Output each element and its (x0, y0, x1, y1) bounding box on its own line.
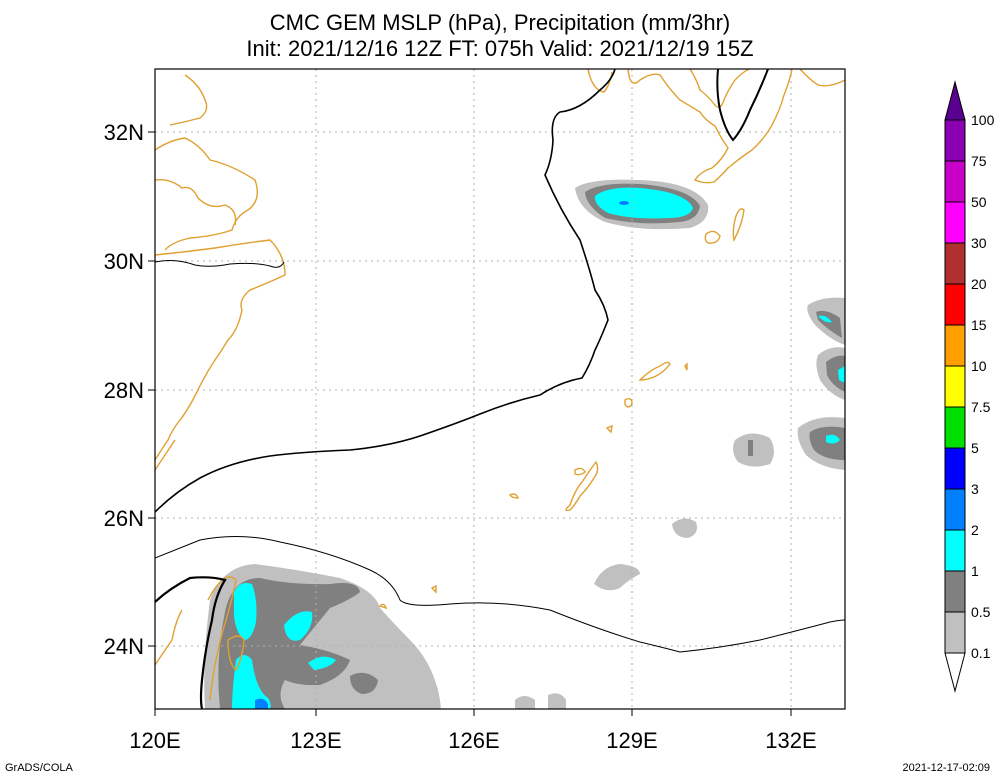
colorbar-swatch (944, 324, 966, 367)
colorbar-label: 5 (971, 440, 979, 456)
colorbar-label: 15 (971, 317, 987, 333)
colorbar-swatch (944, 201, 966, 244)
map-subtitle: Init: 2021/12/16 12Z FT: 075h Valid: 202… (246, 36, 754, 61)
colorbar-swatch (944, 119, 966, 162)
x-tick-label: 123E (290, 728, 341, 753)
colorbar-swatch (944, 365, 966, 408)
colorbar-label: 1 (971, 563, 979, 579)
colorbar-label: 50 (971, 194, 987, 210)
colorbar-swatch (944, 160, 966, 203)
colorbar-label: 10 (971, 358, 987, 374)
colorbar-label: 75 (971, 153, 987, 169)
colorbar-label: 3 (971, 481, 979, 497)
footer-timestamp: 2021-12-17-02:09 (902, 762, 990, 774)
colorbar-label: 2 (971, 522, 979, 538)
precip-cell (594, 564, 640, 591)
x-tick-label: 126E (448, 728, 499, 753)
y-tick-label: 28N (104, 378, 144, 403)
y-tick-label: 30N (104, 249, 144, 274)
isobars (155, 69, 845, 709)
colorbar-swatch (944, 611, 966, 654)
colorbar-swatch (944, 406, 966, 449)
x-tick-label: 120E (129, 728, 180, 753)
y-tick-label: 24N (104, 634, 144, 659)
colorbar-swatch (944, 447, 966, 490)
colorbar-swatch (944, 570, 966, 613)
colorbar-label: 0.5 (971, 604, 991, 620)
colorbar-label: 100 (971, 112, 995, 128)
y-tick-label: 32N (104, 120, 144, 145)
colorbar-legend: 100 75 50 30 20 15 10 7.5 5 3 2 1 0.5 0.1 (944, 80, 995, 693)
colorbar-swatch (944, 242, 966, 285)
lat-lon-grid (155, 69, 845, 709)
precip-cell (733, 433, 774, 467)
map-title: CMC GEM MSLP (hPa), Precipitation (mm/3h… (269, 10, 731, 35)
precipitation-field (204, 179, 845, 709)
colorbar-label: 7.5 (971, 399, 991, 415)
plot-frame (154, 68, 846, 710)
colorbar-cap-top (944, 80, 966, 121)
colorbar-swatch (944, 283, 966, 326)
x-tick-label: 129E (606, 728, 657, 753)
y-tick-label: 26N (104, 506, 144, 531)
colorbar-cap-bottom (944, 652, 966, 693)
colorbar-swatch (944, 488, 966, 531)
precip-cell (672, 518, 697, 538)
coastlines (155, 69, 845, 701)
axis-ticks (148, 131, 792, 716)
colorbar-label: 30 (971, 235, 987, 251)
colorbar-label: 20 (971, 276, 987, 292)
footer-credit: GrADS/COLA (5, 762, 73, 774)
x-tick-label: 132E (765, 728, 816, 753)
colorbar-swatch (944, 529, 966, 572)
colorbar-label: 0.1 (971, 645, 991, 661)
